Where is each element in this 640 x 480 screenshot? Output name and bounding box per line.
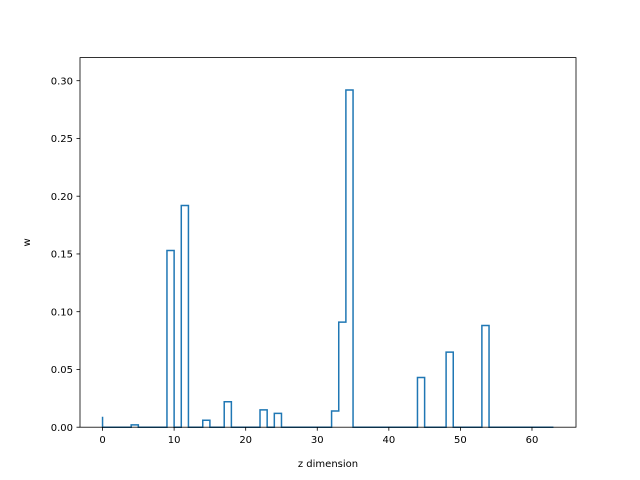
x-tick-label: 10: [168, 435, 181, 446]
y-tick-label: 0.20: [51, 192, 73, 203]
x-tick-label: 50: [454, 435, 467, 446]
axes-layer: 0 10 20 30 40 50 60 0.00 0.05 0.10 0.15 0.20 0.25 0.3…: [51, 57, 577, 446]
x-tick-label: 30: [311, 435, 324, 446]
y-tick-label: 0.10: [51, 307, 73, 318]
y-tick-label: 0.00: [51, 423, 73, 434]
x-tick-label: 20: [239, 435, 252, 446]
y-tick-label: 0.05: [51, 365, 73, 376]
plot-area: [80, 57, 576, 428]
plot-background: [80, 57, 576, 428]
y-tick-label: 0.15: [51, 250, 73, 261]
x-tick-label: 60: [526, 435, 539, 446]
y-tick-label: 0.25: [51, 134, 73, 145]
axes-frame: [79, 57, 577, 428]
y-axis-label: w: [22, 238, 33, 246]
x-tick-label: 40: [382, 435, 395, 446]
x-axis-label: z dimension: [298, 459, 358, 470]
x-tick-label: 0: [99, 435, 105, 446]
y-tick-label: 0.30: [51, 76, 73, 87]
